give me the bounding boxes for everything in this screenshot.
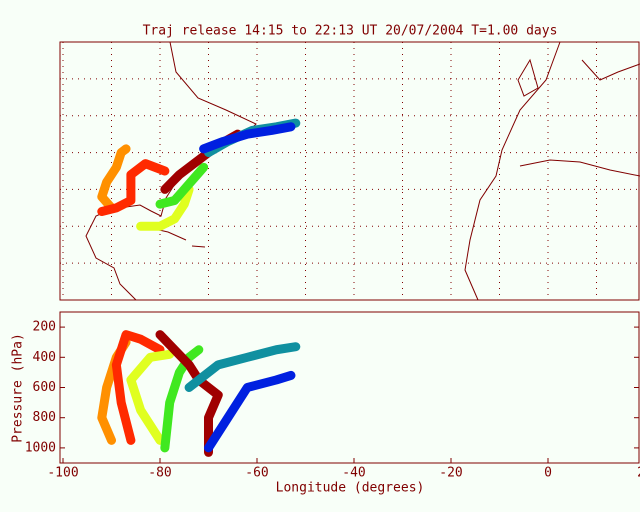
trajectory bbox=[97, 144, 131, 213]
x-tick-label: -20 bbox=[439, 466, 462, 481]
x-tick-label: -60 bbox=[245, 466, 268, 481]
trajectory bbox=[97, 159, 170, 217]
trajectory bbox=[126, 349, 175, 445]
trajectory bbox=[136, 184, 194, 231]
x-tick-label: -80 bbox=[148, 466, 171, 481]
y-tick-label: 1000 bbox=[25, 440, 56, 455]
x-tick-label: 0 bbox=[544, 466, 552, 481]
y-axis-label: Pressure (hPa) bbox=[11, 333, 26, 443]
x-tick-label: 20 bbox=[637, 466, 640, 481]
y-tick-label: 400 bbox=[33, 350, 56, 365]
chart-title: Traj release 14:15 to 22:13 UT 20/07/200… bbox=[143, 24, 558, 39]
trajectory bbox=[160, 345, 204, 453]
trajectory bbox=[155, 162, 209, 209]
trajectory bbox=[199, 122, 296, 154]
x-tick-label: -100 bbox=[47, 466, 78, 481]
trajectory bbox=[204, 370, 296, 453]
trajectory bbox=[184, 342, 301, 392]
x-tick-label: -40 bbox=[342, 466, 365, 481]
map-frame bbox=[59, 41, 640, 301]
y-tick-label: 800 bbox=[33, 410, 56, 425]
trajectory bbox=[111, 330, 165, 445]
y-tick-label: 600 bbox=[33, 380, 56, 395]
x-axis-label: Longitude (degrees) bbox=[276, 481, 425, 496]
y-tick-label: 200 bbox=[33, 320, 56, 335]
